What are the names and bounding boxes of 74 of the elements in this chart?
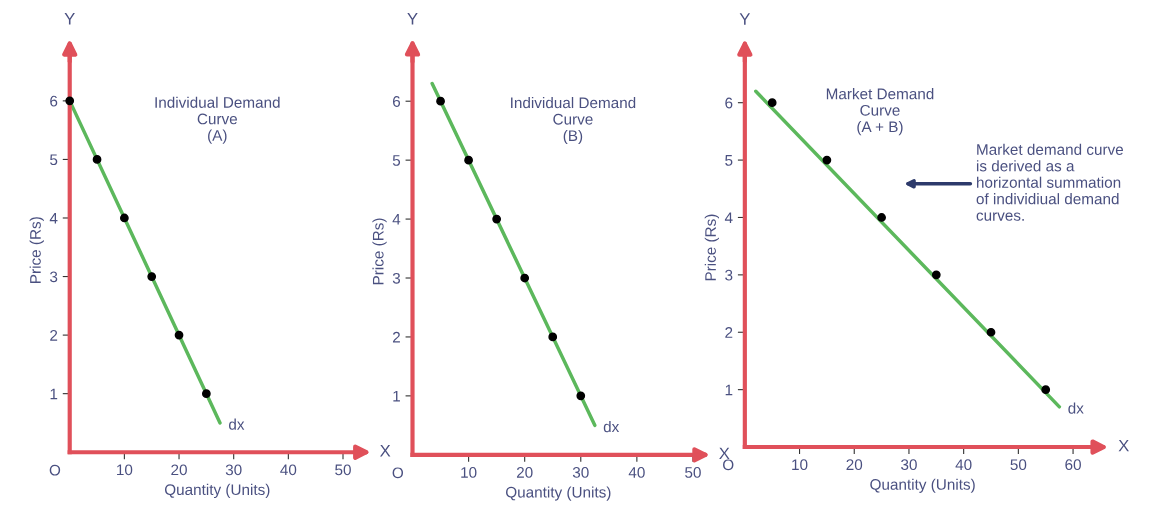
point	[576, 391, 586, 401]
point	[436, 96, 445, 106]
point	[120, 213, 129, 223]
annotation: dx	[603, 420, 620, 433]
text: Individual Demand Curve (A)	[155, 96, 280, 144]
text: O	[723, 459, 734, 471]
y-axis-title: Price (Rs)	[29, 217, 44, 283]
text: Y	[739, 13, 751, 25]
text: Y	[64, 13, 75, 25]
point	[201, 389, 211, 399]
y-axis-title: Price (Rs)	[372, 218, 387, 285]
point	[986, 327, 996, 337]
x-tick-label: 40	[628, 467, 645, 478]
point	[65, 96, 75, 106]
x-tick-label: 30	[225, 464, 242, 476]
point	[520, 273, 530, 283]
point	[464, 155, 473, 165]
y-tick-label: 1	[725, 384, 733, 396]
annotation: dx	[229, 418, 245, 430]
text: X	[719, 447, 730, 460]
x-tick-label: 30	[901, 459, 917, 471]
y-tick-label: 3	[50, 271, 58, 283]
point	[1041, 385, 1051, 395]
point	[931, 270, 941, 280]
x-tick-label: 20	[516, 467, 533, 478]
x-tick-label: 50	[335, 464, 351, 476]
text: X	[1118, 439, 1129, 452]
annotation: Market demand curve is derived as a horizontal summation of individiual demand curves.	[976, 143, 1124, 221]
y-tick-label: 6	[50, 95, 58, 107]
text: O	[49, 464, 61, 476]
y-tick-label: 3	[392, 272, 401, 284]
x-tick-label: 10	[461, 467, 477, 478]
y-tick-label: 5	[50, 154, 58, 166]
y-tick-label: 4	[49, 213, 58, 224]
point	[767, 98, 777, 108]
text: Market Demand Curve (A + B)	[826, 88, 934, 136]
text: O	[392, 467, 404, 479]
x-axis-title: Quantity (Units)	[506, 486, 611, 501]
annotation: dx	[1068, 402, 1084, 414]
y-tick-label: 2	[725, 327, 733, 338]
y-axis-title: Price (Rs)	[704, 214, 719, 281]
x-tick-label: 30	[572, 467, 589, 478]
point	[548, 332, 558, 342]
text: Individual Demand Curve (B)	[511, 96, 636, 145]
point	[492, 214, 502, 224]
y-tick-label: 1	[50, 388, 58, 400]
x-tick-label: 50	[1010, 459, 1027, 471]
x-axis-title: Quantity (Units)	[870, 478, 975, 493]
x-tick-label: 60	[1065, 459, 1081, 471]
x-tick-label: 40	[955, 459, 972, 471]
y-tick-label: 2	[50, 329, 58, 341]
y-tick-label: 6	[725, 97, 733, 109]
point	[822, 155, 832, 165]
y-tick-label: 3	[725, 269, 733, 281]
y-tick-label: 4	[724, 212, 733, 224]
x-axis-title: Quantity (Units)	[164, 483, 270, 499]
y-tick-label: 1	[393, 390, 400, 402]
x-tick-label: 40	[280, 464, 297, 476]
y-tick-label: 5	[725, 155, 733, 166]
y-tick-label: 6	[392, 96, 401, 107]
point	[174, 330, 184, 340]
text: Y	[407, 12, 418, 25]
text: X	[380, 445, 391, 457]
x-tick-label: 20	[846, 459, 863, 471]
y-tick-label: 2	[392, 331, 400, 343]
x-tick-label: 50	[685, 467, 701, 478]
x-tick-label: 20	[171, 464, 187, 476]
y-tick-label: 4	[392, 214, 401, 225]
point	[147, 272, 157, 281]
point	[877, 213, 886, 222]
point	[92, 155, 102, 164]
x-tick-label: 10	[792, 459, 808, 471]
y-tick-label: 5	[392, 155, 401, 166]
x-tick-label: 10	[117, 464, 133, 476]
